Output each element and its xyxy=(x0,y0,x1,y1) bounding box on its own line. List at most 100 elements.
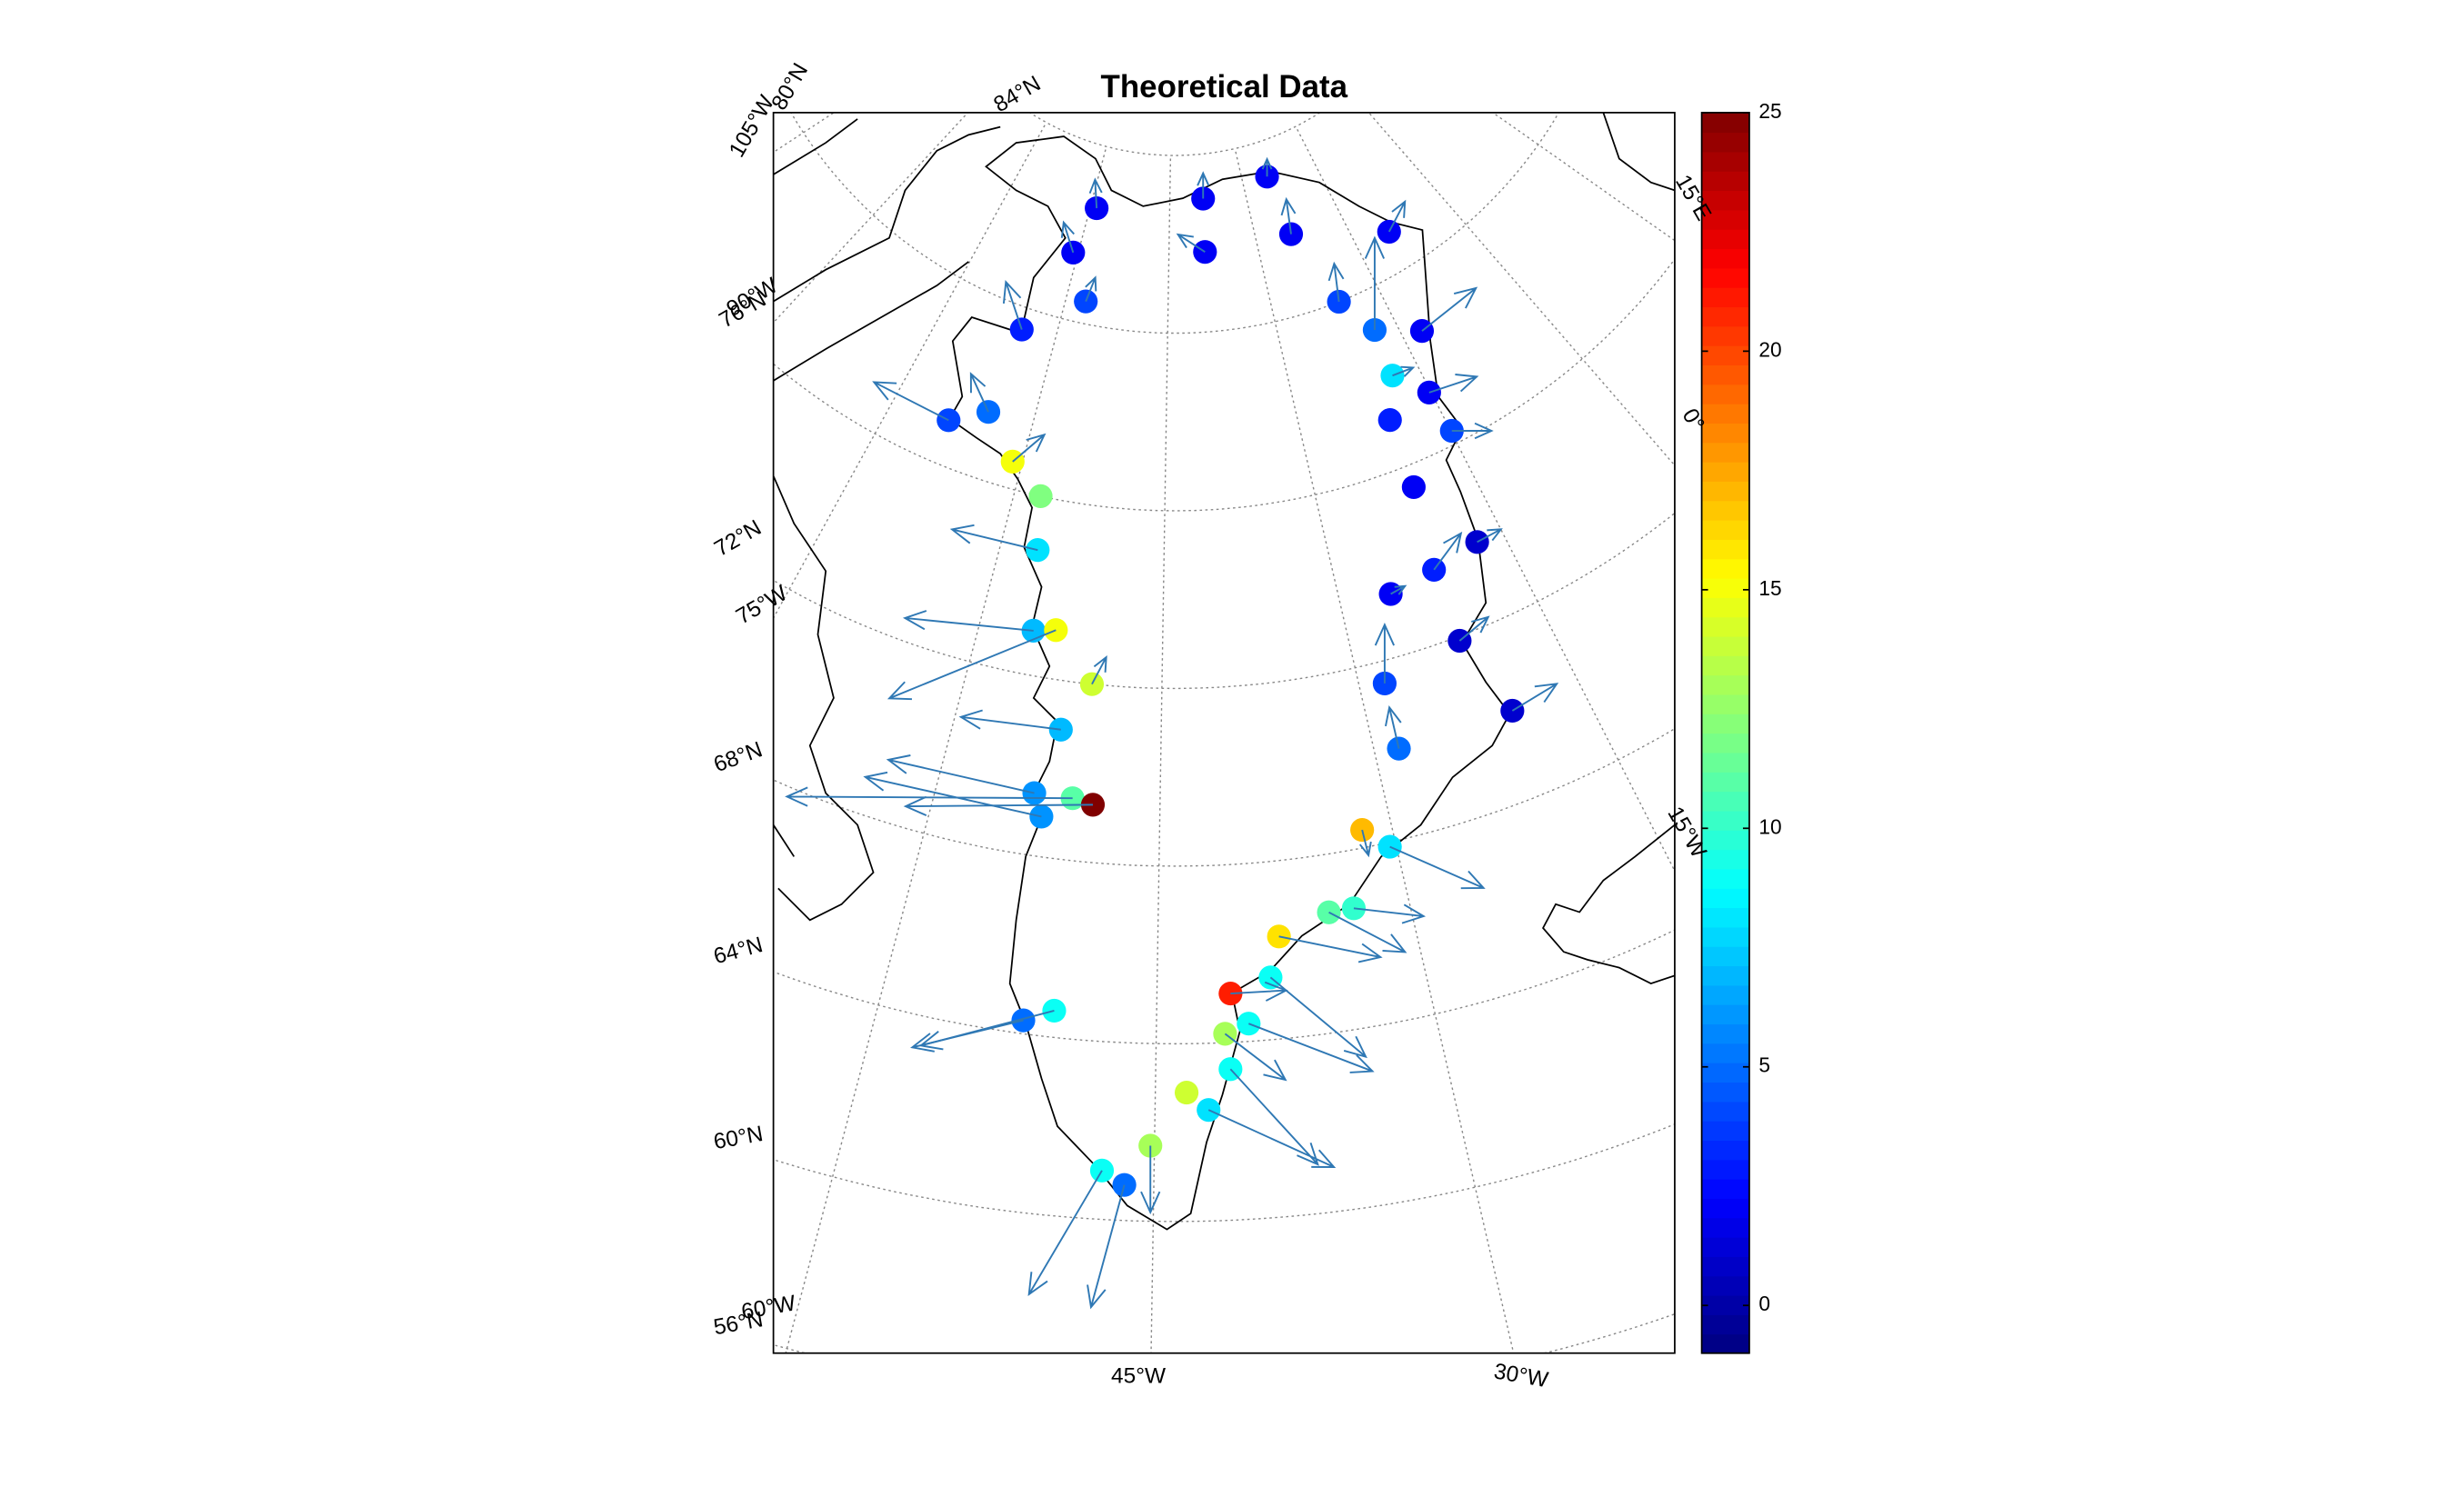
colorbar-swatch xyxy=(1701,577,1749,598)
vector-arrow xyxy=(1087,1184,1126,1310)
vector-arrow xyxy=(1328,911,1407,953)
vector-arrow xyxy=(1385,704,1402,749)
vector-arrow xyxy=(949,524,1038,552)
colorbar-swatch xyxy=(1701,1275,1749,1296)
colorbar-tick-label: 25 xyxy=(1758,99,1781,123)
data-marks xyxy=(785,156,1559,1310)
colorbar-tick-label: 5 xyxy=(1758,1053,1770,1077)
station xyxy=(1009,317,1034,342)
colorbar-swatch xyxy=(1701,1178,1749,1199)
vector-arrow xyxy=(1477,528,1503,544)
vector-arrow xyxy=(1197,171,1210,199)
meridian xyxy=(1234,148,1515,1353)
vector-arrow xyxy=(1261,156,1273,177)
vector-arrow xyxy=(902,610,1034,632)
station xyxy=(1377,408,1402,433)
colorbar-swatch xyxy=(1701,733,1749,754)
station xyxy=(1191,186,1216,211)
colorbar-swatch xyxy=(1701,926,1749,947)
colorbar-swatch xyxy=(1701,209,1749,230)
graticule-label: 75°W xyxy=(732,581,791,629)
vector-arrow xyxy=(1224,1033,1287,1082)
station xyxy=(1409,319,1435,344)
colorbar-swatch xyxy=(1701,344,1749,366)
vector-arrow xyxy=(958,709,1061,731)
graticule-label: 84°N xyxy=(989,71,1045,117)
colorbar-swatch xyxy=(1701,403,1749,424)
colorbar-swatch xyxy=(1701,1062,1749,1083)
vector-arrow xyxy=(1390,584,1407,595)
meridian xyxy=(773,112,836,154)
station xyxy=(1174,1080,1199,1105)
parallel xyxy=(1028,112,1321,156)
canada-coast xyxy=(773,112,1675,922)
colorbar-swatch xyxy=(1701,170,1749,192)
map-frame xyxy=(772,112,1676,1354)
colorbar-swatch xyxy=(1701,868,1749,889)
station xyxy=(1380,364,1405,388)
colorbar-swatch xyxy=(1701,616,1749,637)
vector-arrow xyxy=(1451,422,1494,440)
vector-arrow xyxy=(1027,1170,1103,1296)
colorbar-swatch xyxy=(1701,1236,1749,1257)
colorbar-swatch xyxy=(1701,771,1749,793)
colorbar-swatch xyxy=(1701,190,1749,211)
vector-arrow xyxy=(1176,233,1206,253)
colorbar-swatch xyxy=(1701,325,1749,346)
vector-arrow xyxy=(1392,365,1416,377)
colorbar-swatch xyxy=(1701,1140,1749,1161)
meridian xyxy=(1367,112,1675,467)
meridian xyxy=(785,146,1107,1353)
colorbar-swatch xyxy=(1701,228,1749,250)
parallel xyxy=(773,929,1675,1045)
colorbar-swatch xyxy=(1701,907,1749,928)
colorbar-swatch xyxy=(1701,1159,1749,1180)
graticule-label: 60°N xyxy=(712,1122,765,1154)
vector-arrow xyxy=(1387,199,1407,233)
colorbar-swatch xyxy=(1701,442,1749,463)
vector-arrow xyxy=(1091,654,1107,685)
colorbar-swatch xyxy=(1701,151,1749,172)
colorbar-swatch xyxy=(1701,752,1749,773)
station xyxy=(1218,981,1243,1006)
colorbar-swatch xyxy=(1701,945,1749,967)
vector-arrow xyxy=(1327,261,1345,303)
colorbar-swatch xyxy=(1701,1256,1749,1277)
colorbar-swatch xyxy=(1701,1043,1749,1063)
colorbar-swatch xyxy=(1701,1294,1749,1315)
colorbar-swatch xyxy=(1701,481,1749,502)
colorbar-swatch xyxy=(1701,674,1749,695)
vector-arrow xyxy=(918,1010,1055,1051)
vector-arrow xyxy=(1140,1145,1161,1215)
colorbar-swatch xyxy=(1701,1082,1749,1103)
coastlines xyxy=(773,112,1675,1231)
colorbar-swatch xyxy=(1701,519,1749,540)
vector-arrow xyxy=(1280,196,1297,235)
vector-arrow xyxy=(1358,829,1372,858)
graticule-label: 68°N xyxy=(711,737,766,777)
colorbar-swatch xyxy=(1701,267,1749,288)
station xyxy=(1080,793,1106,817)
colorbar-swatch xyxy=(1701,635,1749,656)
parallel xyxy=(773,727,1675,867)
vector-arrow xyxy=(1247,1023,1375,1073)
colorbar-swatch xyxy=(1701,500,1749,521)
graticule-label: 72°N xyxy=(710,515,766,562)
colorbar-swatch xyxy=(1701,965,1749,986)
vector-arrow xyxy=(1421,286,1478,332)
colorbar-swatch xyxy=(1701,364,1749,385)
vector-arrow xyxy=(1353,903,1427,924)
vector-arrow xyxy=(1428,374,1479,394)
colorbar-swatch xyxy=(1701,713,1749,734)
colorbar-swatch xyxy=(1701,887,1749,909)
graticule-label: 64°N xyxy=(711,933,766,969)
colorbar-swatch xyxy=(1701,112,1749,134)
vector-arrow xyxy=(903,795,1093,816)
vector-arrow xyxy=(1230,981,1288,1002)
meridian xyxy=(1491,112,1675,242)
colorbar-swatch xyxy=(1701,1023,1749,1044)
station xyxy=(1085,195,1109,221)
